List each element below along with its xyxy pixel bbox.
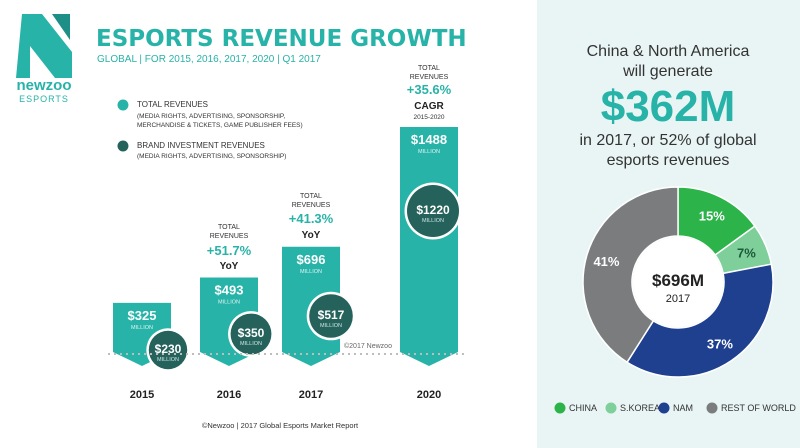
donut-label-china: 15%	[699, 209, 725, 224]
brand-value-label-2016: $350	[238, 326, 265, 340]
bar-unit-label-2016: MILLION	[218, 299, 240, 305]
bar-value-label-2020: $1488	[411, 132, 447, 147]
growth-top-2016-1: TOTAL	[218, 224, 240, 231]
brand-unit-label-2015: MILLION	[157, 357, 179, 363]
growth-top-2017-2: REVENUES	[292, 202, 331, 209]
bar-value-label-2017: $696	[297, 252, 326, 267]
legend-label-brand: BRAND INVESTMENT REVENUES	[137, 141, 265, 150]
donut-label-s-korea: 7%	[737, 245, 756, 260]
bar-chart: $325MILLION$230MILLION$493MILLION$350MIL…	[113, 127, 462, 372]
right-line-1: China & North America	[587, 43, 750, 60]
bar-value-label-2016: $493	[215, 282, 244, 297]
brand-sub: ESPORTS	[19, 94, 69, 104]
growth-top-2016-2: REVENUES	[210, 233, 249, 240]
growth-label-2020: TOTAL REVENUES +35.6% CAGR 2015-2020	[407, 65, 452, 121]
newzoo-logo: newzoo ESPORTS	[16, 14, 72, 104]
brand-circle-2016	[230, 313, 272, 355]
x-axis: 2015 2016 2017 2020	[130, 389, 441, 401]
donut-label-nam: 37%	[707, 337, 733, 352]
growth-pct-2020: +35.6%	[407, 82, 452, 97]
brand-circle-2015	[148, 330, 188, 370]
growth-pct-2017: +41.3%	[289, 211, 334, 226]
right-big-number: $362M	[601, 82, 736, 131]
legend: TOTAL REVENUES (MEDIA RIGHTS, ADVERTISIN…	[117, 99, 303, 160]
page-subtitle: GLOBAL | FOR 2015, 2016, 2017, 2020 | Q1…	[97, 54, 321, 65]
bar-unit-label-2020: MILLION	[418, 149, 440, 155]
donut-slice-nam	[626, 263, 774, 378]
growth-tag-sub-2020: 2015-2020	[413, 114, 444, 121]
growth-label-2017: TOTAL REVENUES +41.3% YoY	[289, 193, 334, 241]
legend-swatch-brand	[117, 140, 129, 152]
bar-unit-label-2015: MILLION	[131, 325, 153, 331]
pie-legend-swatch-s-korea	[605, 402, 617, 414]
x-tick-2017: 2017	[299, 389, 323, 401]
growth-top-2017-1: TOTAL	[300, 193, 322, 200]
brand-unit-label-2017: MILLION	[320, 323, 342, 329]
brand-circle-2017	[309, 294, 353, 338]
growth-top-2020-1: TOTAL	[418, 65, 440, 72]
brand-circle-2020	[407, 185, 459, 237]
donut-label-rest-of-world: 41%	[593, 254, 619, 269]
pie-legend-label-nam: NAM	[673, 403, 693, 413]
brand-unit-label-2020: MILLION	[422, 218, 444, 224]
donut-center-year: 2017	[666, 293, 690, 305]
pie-legend-swatch-nam	[658, 402, 670, 414]
legend-detail-total-2: MERCHANDISE & TICKETS, GAME PUBLISHER FE…	[137, 122, 303, 129]
brand-unit-label-2016: MILLION	[240, 341, 262, 347]
growth-tag-2020: CAGR	[414, 101, 444, 112]
brand-name: newzoo	[17, 77, 72, 94]
bar-total-2020	[400, 127, 458, 366]
brand-value-label-2020: $1220	[416, 203, 450, 217]
growth-pct-2016: +51.7%	[207, 243, 252, 258]
right-line-3: in 2017, or 52% of global	[579, 132, 756, 149]
donut-hole	[633, 237, 723, 327]
legend-label-total: TOTAL REVENUES	[137, 100, 208, 109]
page-title: ESPORTS REVENUE GROWTH	[96, 26, 467, 52]
right-line-4: esports revenues	[607, 152, 730, 169]
pie-legend-label-rest-of-world: REST OF WORLD	[721, 403, 796, 413]
pie-legend: CHINA S.KOREA NAM REST OF WORLD	[554, 402, 796, 414]
legend-swatch-total	[117, 99, 129, 111]
right-line-2: will generate	[622, 63, 713, 80]
donut-center-value: $696M	[652, 271, 704, 290]
brand-value-label-2017: $517	[318, 308, 345, 322]
growth-tag-2016: YoY	[220, 261, 239, 272]
pie-legend-label-s-korea: S.KOREA	[620, 403, 660, 413]
pie-legend-label-china: CHINA	[569, 403, 597, 413]
x-tick-2016: 2016	[217, 389, 241, 401]
donut-slice-rest-of-world	[582, 186, 679, 364]
legend-detail-brand-1: (MEDIA RIGHTS, ADVERTISING, SPONSORSHIP)	[137, 153, 286, 160]
bar-unit-label-2017: MILLION	[300, 269, 322, 275]
legend-detail-total-1: (MEDIA RIGHTS, ADVERTISING, SPONSORSHIP,	[137, 113, 285, 120]
x-tick-2020: 2020	[417, 389, 441, 401]
footer-source: ©Newzoo | 2017 Global Esports Market Rep…	[202, 421, 359, 430]
pie-legend-swatch-rest-of-world	[706, 402, 718, 414]
x-tick-2015: 2015	[130, 389, 154, 401]
copyright-small: ©2017 Newzoo	[344, 342, 392, 350]
brand-value-label-2015: $230	[155, 342, 182, 356]
bar-value-label-2015: $325	[128, 308, 157, 323]
growth-label-2016: TOTAL REVENUES +51.7% YoY	[207, 224, 252, 272]
pie-legend-swatch-china	[554, 402, 566, 414]
growth-top-2020-2: REVENUES	[410, 74, 449, 81]
growth-tag-2017: YoY	[302, 230, 321, 241]
donut-chart: 15% 7% 37% 41%	[582, 186, 774, 378]
